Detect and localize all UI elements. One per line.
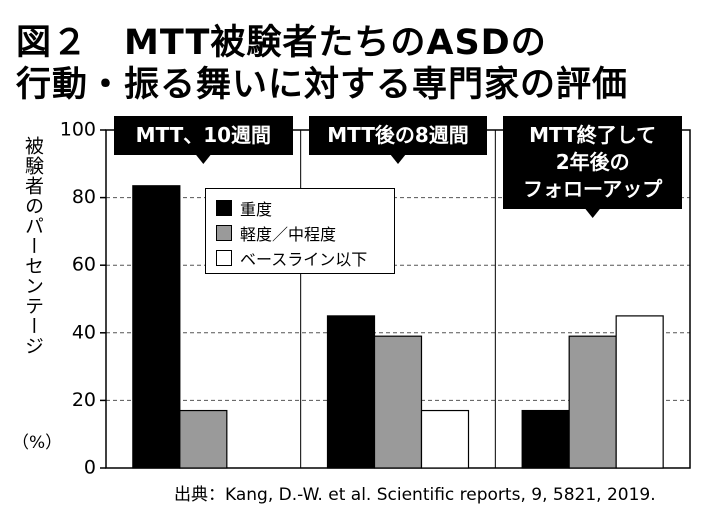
callout-pointer: [390, 154, 407, 164]
bar: [521, 409, 570, 469]
legend-swatch: [216, 225, 232, 241]
bar: [326, 315, 376, 469]
chart-title: 行動・振る舞いに対する専門家の評価: [16, 65, 629, 105]
legend-item: 重度: [216, 196, 272, 220]
y-axis-label: 被験者のパーセンテージ: [22, 136, 44, 356]
bar: [568, 335, 617, 469]
category-label: MTT、10週間: [114, 116, 293, 155]
legend-item: 軽度／中程度: [216, 221, 336, 245]
bar: [615, 315, 664, 469]
callout-pointer: [195, 154, 212, 164]
legend-label: 軽度／中程度: [240, 225, 337, 244]
y-tick-label: 100: [60, 119, 96, 141]
category-label: MTT後の8週間: [308, 116, 488, 155]
legend-swatch: [216, 250, 232, 266]
legend: 重度軽度／中程度ベースライン以下: [205, 188, 395, 274]
y-tick-label: 20: [72, 389, 96, 411]
y-tick-label: 60: [72, 254, 96, 276]
y-axis-unit: （%）: [12, 433, 63, 453]
y-tick-label: 0: [84, 457, 96, 479]
legend-swatch: [216, 200, 232, 216]
legend-item: ベースライン以下: [216, 246, 367, 270]
bar: [373, 335, 423, 469]
chart-title: 図２ MTT被験者たちのASDの: [16, 23, 547, 63]
bar: [420, 409, 470, 469]
bar: [132, 185, 181, 469]
y-tick-label: 40: [72, 321, 96, 343]
legend-label: 重度: [240, 200, 273, 219]
category-label: MTT終了して 2年後の フォローアップ: [503, 116, 682, 209]
y-tick-label: 80: [72, 186, 96, 208]
bar: [179, 409, 228, 469]
legend-label: ベースライン以下: [240, 250, 368, 269]
source: 出典：Kang, D.-W. et al. Scientific reports…: [174, 485, 656, 505]
callout-pointer: [584, 208, 601, 218]
